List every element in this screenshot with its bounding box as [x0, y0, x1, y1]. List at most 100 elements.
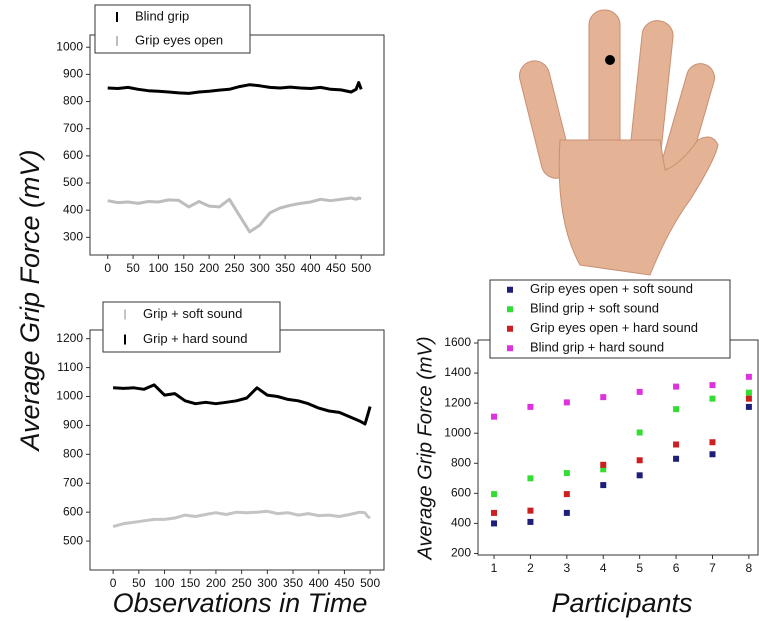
data-point — [527, 403, 534, 410]
legend-marker — [507, 325, 513, 332]
x-tick-label: 1 — [491, 561, 498, 575]
x-tick-label: 250 — [224, 261, 244, 275]
legend-label: Grip eyes open + hard sound — [530, 320, 698, 335]
legend-label: Grip + soft sound — [143, 306, 242, 321]
data-point — [636, 429, 643, 436]
data-point — [636, 472, 643, 479]
legend-label: Blind grip — [135, 8, 189, 23]
x-axis-label: Observations in Time — [113, 588, 368, 618]
x-tick-label: 4 — [600, 561, 607, 575]
legend-box — [489, 279, 731, 359]
x-tick-label: 200 — [206, 576, 226, 590]
x-tick-label: 450 — [326, 261, 346, 275]
hand-illustration — [519, 9, 719, 276]
series-line — [107, 196, 362, 234]
x-tick-label: 250 — [232, 576, 252, 590]
y-tick-label: 1100 — [57, 360, 83, 374]
data-point — [491, 509, 498, 516]
data-point — [673, 383, 680, 390]
y-tick-label: 600 — [63, 504, 83, 518]
y-tick-label: 900 — [63, 67, 83, 81]
x-tick-label: 350 — [275, 261, 295, 275]
x-tick-label: 150 — [174, 261, 194, 275]
plot-frame — [89, 34, 385, 256]
data-point — [745, 395, 752, 402]
x-tick-label: 150 — [180, 576, 200, 590]
data-point — [709, 382, 716, 389]
y-tick-label: 1000 — [444, 425, 471, 439]
data-point — [636, 388, 643, 395]
y-tick-label: 1000 — [56, 39, 83, 53]
y-tick-label: 900 — [63, 418, 83, 432]
x-tick-label: 400 — [309, 576, 329, 590]
data-point — [745, 403, 752, 410]
y-tick-label: 300 — [63, 230, 83, 244]
data-point — [600, 466, 607, 473]
y-tick-label: 600 — [451, 486, 471, 500]
x-tick-label: 100 — [148, 261, 168, 275]
data-point — [563, 399, 570, 406]
data-point — [527, 475, 534, 482]
x-tick-label: 100 — [155, 576, 175, 590]
plot-frame — [89, 329, 385, 571]
data-point — [527, 518, 534, 525]
series-line — [112, 509, 371, 529]
data-point — [636, 457, 643, 464]
x-tick-label: 3 — [563, 561, 570, 575]
x-tick-label: 8 — [746, 561, 753, 575]
x-tick-label: 0 — [110, 576, 117, 590]
y-tick-label: 1200 — [56, 331, 83, 345]
y-tick-label: 500 — [63, 175, 83, 189]
y-tick-label: 700 — [63, 121, 83, 135]
legend-marker — [507, 286, 513, 293]
x-tick-label: 500 — [360, 576, 380, 590]
y-tick-label: 200 — [451, 546, 471, 560]
data-point — [491, 413, 498, 420]
marker-dot — [605, 55, 615, 65]
legend-marker — [507, 306, 513, 313]
data-point — [491, 491, 498, 498]
series-line — [113, 383, 372, 426]
legend-box — [102, 301, 281, 353]
x-tick-label: 50 — [126, 261, 140, 275]
x-tick-label: 350 — [283, 576, 303, 590]
palm — [558, 136, 719, 276]
x-tick-label: 0 — [104, 261, 111, 275]
series-line — [107, 81, 363, 95]
legend-marker — [507, 345, 513, 352]
data-point — [527, 507, 534, 514]
y-tick-label: 400 — [451, 516, 471, 530]
y-tick-label: 1000 — [56, 389, 83, 403]
y-axis-label: Average Grip Force (mV) — [414, 336, 436, 560]
x-tick-label: 500 — [351, 261, 371, 275]
x-tick-label: 7 — [709, 561, 716, 575]
data-point — [709, 395, 716, 402]
x-tick-label: 5 — [636, 561, 643, 575]
legend-box — [94, 4, 251, 54]
data-point — [709, 439, 716, 446]
data-point — [673, 441, 680, 448]
data-point — [673, 406, 680, 413]
x-axis-label: Participants — [551, 588, 692, 618]
y-tick-label: 800 — [63, 447, 83, 461]
x-tick-label: 6 — [673, 561, 680, 575]
y-tick-label: 1400 — [444, 365, 471, 379]
x-tick-label: 200 — [199, 261, 219, 275]
y-tick-label: 500 — [63, 533, 83, 547]
data-point — [673, 455, 680, 462]
data-point — [563, 491, 570, 498]
data-point — [491, 520, 498, 527]
y-axis-label: Average Grip Force (mV) — [15, 149, 45, 452]
data-point — [563, 470, 570, 477]
y-tick-label: 600 — [63, 148, 83, 162]
data-point — [709, 451, 716, 458]
legend-label: Grip eyes open + soft sound — [530, 281, 693, 296]
x-tick-label: 2 — [527, 561, 534, 575]
x-tick-label: 300 — [257, 576, 277, 590]
finger — [588, 9, 621, 161]
x-tick-label: 50 — [132, 576, 146, 590]
x-tick-label: 300 — [250, 261, 270, 275]
legend-label: Grip eyes open — [135, 32, 223, 47]
data-point — [563, 509, 570, 516]
